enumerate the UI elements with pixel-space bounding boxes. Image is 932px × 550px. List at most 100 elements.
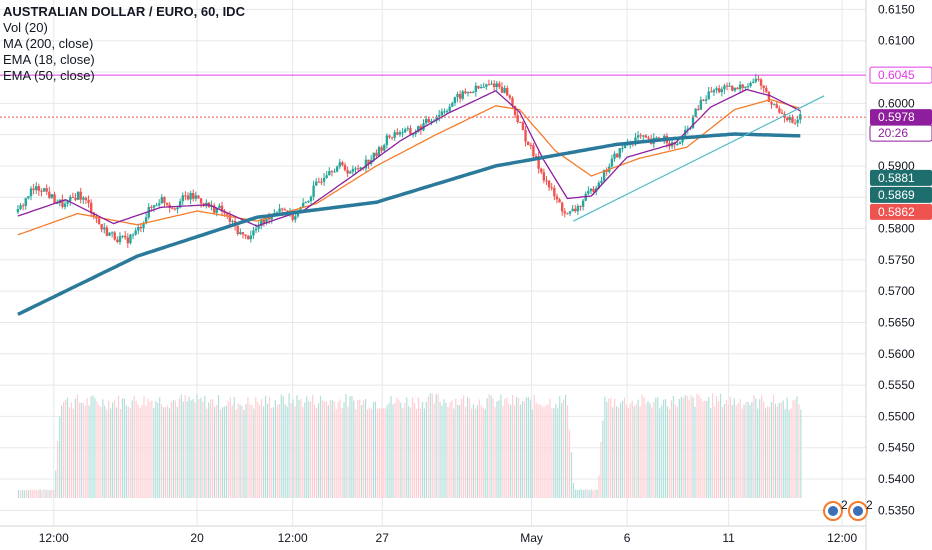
candle-body[interactable]: [479, 86, 483, 89]
candle-body[interactable]: [613, 153, 616, 159]
candle-body[interactable]: [239, 232, 242, 234]
candle-body[interactable]: [144, 217, 148, 224]
candle-body[interactable]: [780, 112, 784, 114]
candle-body[interactable]: [636, 135, 640, 138]
candle-body[interactable]: [524, 129, 527, 142]
candle-body[interactable]: [710, 91, 713, 93]
candle-body[interactable]: [430, 121, 433, 123]
candle-body[interactable]: [621, 148, 624, 150]
candle-body[interactable]: [545, 180, 548, 182]
candle-body[interactable]: [424, 118, 428, 124]
candle-body[interactable]: [212, 205, 216, 213]
candle-body[interactable]: [676, 144, 679, 146]
time-axis[interactable]: 12:00 20 12:00 27 May 6 11 12:00: [0, 525, 866, 545]
candle-body[interactable]: [485, 84, 488, 87]
candle-body[interactable]: [563, 211, 567, 214]
candle-body[interactable]: [691, 116, 695, 128]
candle-body[interactable]: [464, 91, 467, 94]
candle-body[interactable]: [752, 81, 755, 83]
candle-body[interactable]: [401, 132, 404, 134]
candle-body[interactable]: [388, 135, 391, 138]
candle-body[interactable]: [312, 185, 315, 197]
candle-body[interactable]: [199, 198, 203, 204]
candle-body[interactable]: [71, 196, 75, 198]
candle-body[interactable]: [330, 171, 334, 173]
candle-body[interactable]: [600, 180, 603, 183]
candle-body[interactable]: [124, 235, 127, 238]
candle-body[interactable]: [532, 145, 535, 157]
candle-body[interactable]: [725, 85, 729, 87]
candle-body[interactable]: [367, 159, 370, 164]
candle-body[interactable]: [139, 227, 143, 229]
candle-body[interactable]: [87, 200, 90, 203]
candle-body[interactable]: [40, 190, 43, 192]
candle-body[interactable]: [398, 132, 402, 135]
candle-body[interactable]: [281, 208, 284, 210]
candle-body[interactable]: [228, 215, 232, 222]
candle-body[interactable]: [511, 97, 514, 106]
candle-body[interactable]: [63, 203, 67, 207]
candle-body[interactable]: [529, 144, 532, 146]
candle-body[interactable]: [615, 153, 619, 158]
candle-body[interactable]: [610, 158, 614, 167]
candle-body[interactable]: [129, 234, 132, 244]
candle-body[interactable]: [322, 177, 326, 182]
candle-body[interactable]: [37, 186, 41, 191]
candle-body[interactable]: [137, 227, 140, 231]
candle-body[interactable]: [406, 128, 410, 130]
candle-body[interactable]: [647, 137, 650, 139]
candle-body[interactable]: [411, 134, 415, 136]
candle-body[interactable]: [466, 91, 470, 94]
candle-body[interactable]: [438, 114, 441, 117]
candle-body[interactable]: [231, 220, 234, 222]
candle-body[interactable]: [69, 196, 72, 201]
candle-body[interactable]: [108, 232, 111, 236]
candle-body[interactable]: [503, 88, 506, 93]
legend-title[interactable]: AUSTRALIAN DOLLAR / EURO, 60, IDC: [3, 4, 245, 19]
candle-body[interactable]: [581, 200, 585, 207]
candle-body[interactable]: [244, 234, 247, 236]
candlesticks[interactable]: [16, 73, 802, 248]
candle-body[interactable]: [50, 194, 54, 198]
candle-body[interactable]: [786, 117, 789, 121]
candle-body[interactable]: [477, 85, 480, 89]
candle-body[interactable]: [301, 202, 305, 208]
candle-body[interactable]: [160, 197, 164, 204]
candle-body[interactable]: [767, 91, 771, 102]
candle-body[interactable]: [644, 135, 648, 138]
candle-body[interactable]: [158, 203, 161, 206]
candle-body[interactable]: [354, 168, 357, 170]
candle-body[interactable]: [642, 135, 645, 137]
candle-body[interactable]: [291, 210, 294, 220]
candle-body[interactable]: [121, 235, 124, 237]
candle-body[interactable]: [736, 87, 739, 90]
candle-body[interactable]: [197, 195, 200, 199]
candle-body[interactable]: [131, 234, 135, 236]
candle-body[interactable]: [584, 193, 587, 201]
candle-body[interactable]: [757, 78, 760, 80]
candle-body[interactable]: [451, 103, 454, 107]
candle-body[interactable]: [24, 198, 27, 206]
candle-body[interactable]: [252, 230, 255, 236]
candle-body[interactable]: [341, 162, 344, 165]
candle-body[interactable]: [733, 87, 737, 91]
candle-body[interactable]: [29, 188, 33, 197]
candle-body[interactable]: [16, 209, 20, 213]
candle-body[interactable]: [103, 227, 106, 230]
legend-ema18[interactable]: EMA (18, close): [3, 52, 95, 67]
candle-body[interactable]: [495, 83, 498, 88]
candle-body[interactable]: [218, 205, 221, 209]
candle-body[interactable]: [82, 197, 85, 200]
candle-body[interactable]: [728, 85, 731, 87]
candle-body[interactable]: [778, 108, 781, 113]
candle-body[interactable]: [333, 171, 336, 173]
candle-body[interactable]: [189, 192, 192, 200]
candle-body[interactable]: [597, 182, 601, 189]
candle-body[interactable]: [770, 101, 773, 105]
candle-body[interactable]: [731, 85, 734, 91]
candle-body[interactable]: [663, 135, 666, 140]
candle-body[interactable]: [537, 156, 540, 169]
candle-body[interactable]: [791, 117, 794, 123]
candle-body[interactable]: [176, 207, 179, 210]
candle-body[interactable]: [697, 108, 700, 110]
